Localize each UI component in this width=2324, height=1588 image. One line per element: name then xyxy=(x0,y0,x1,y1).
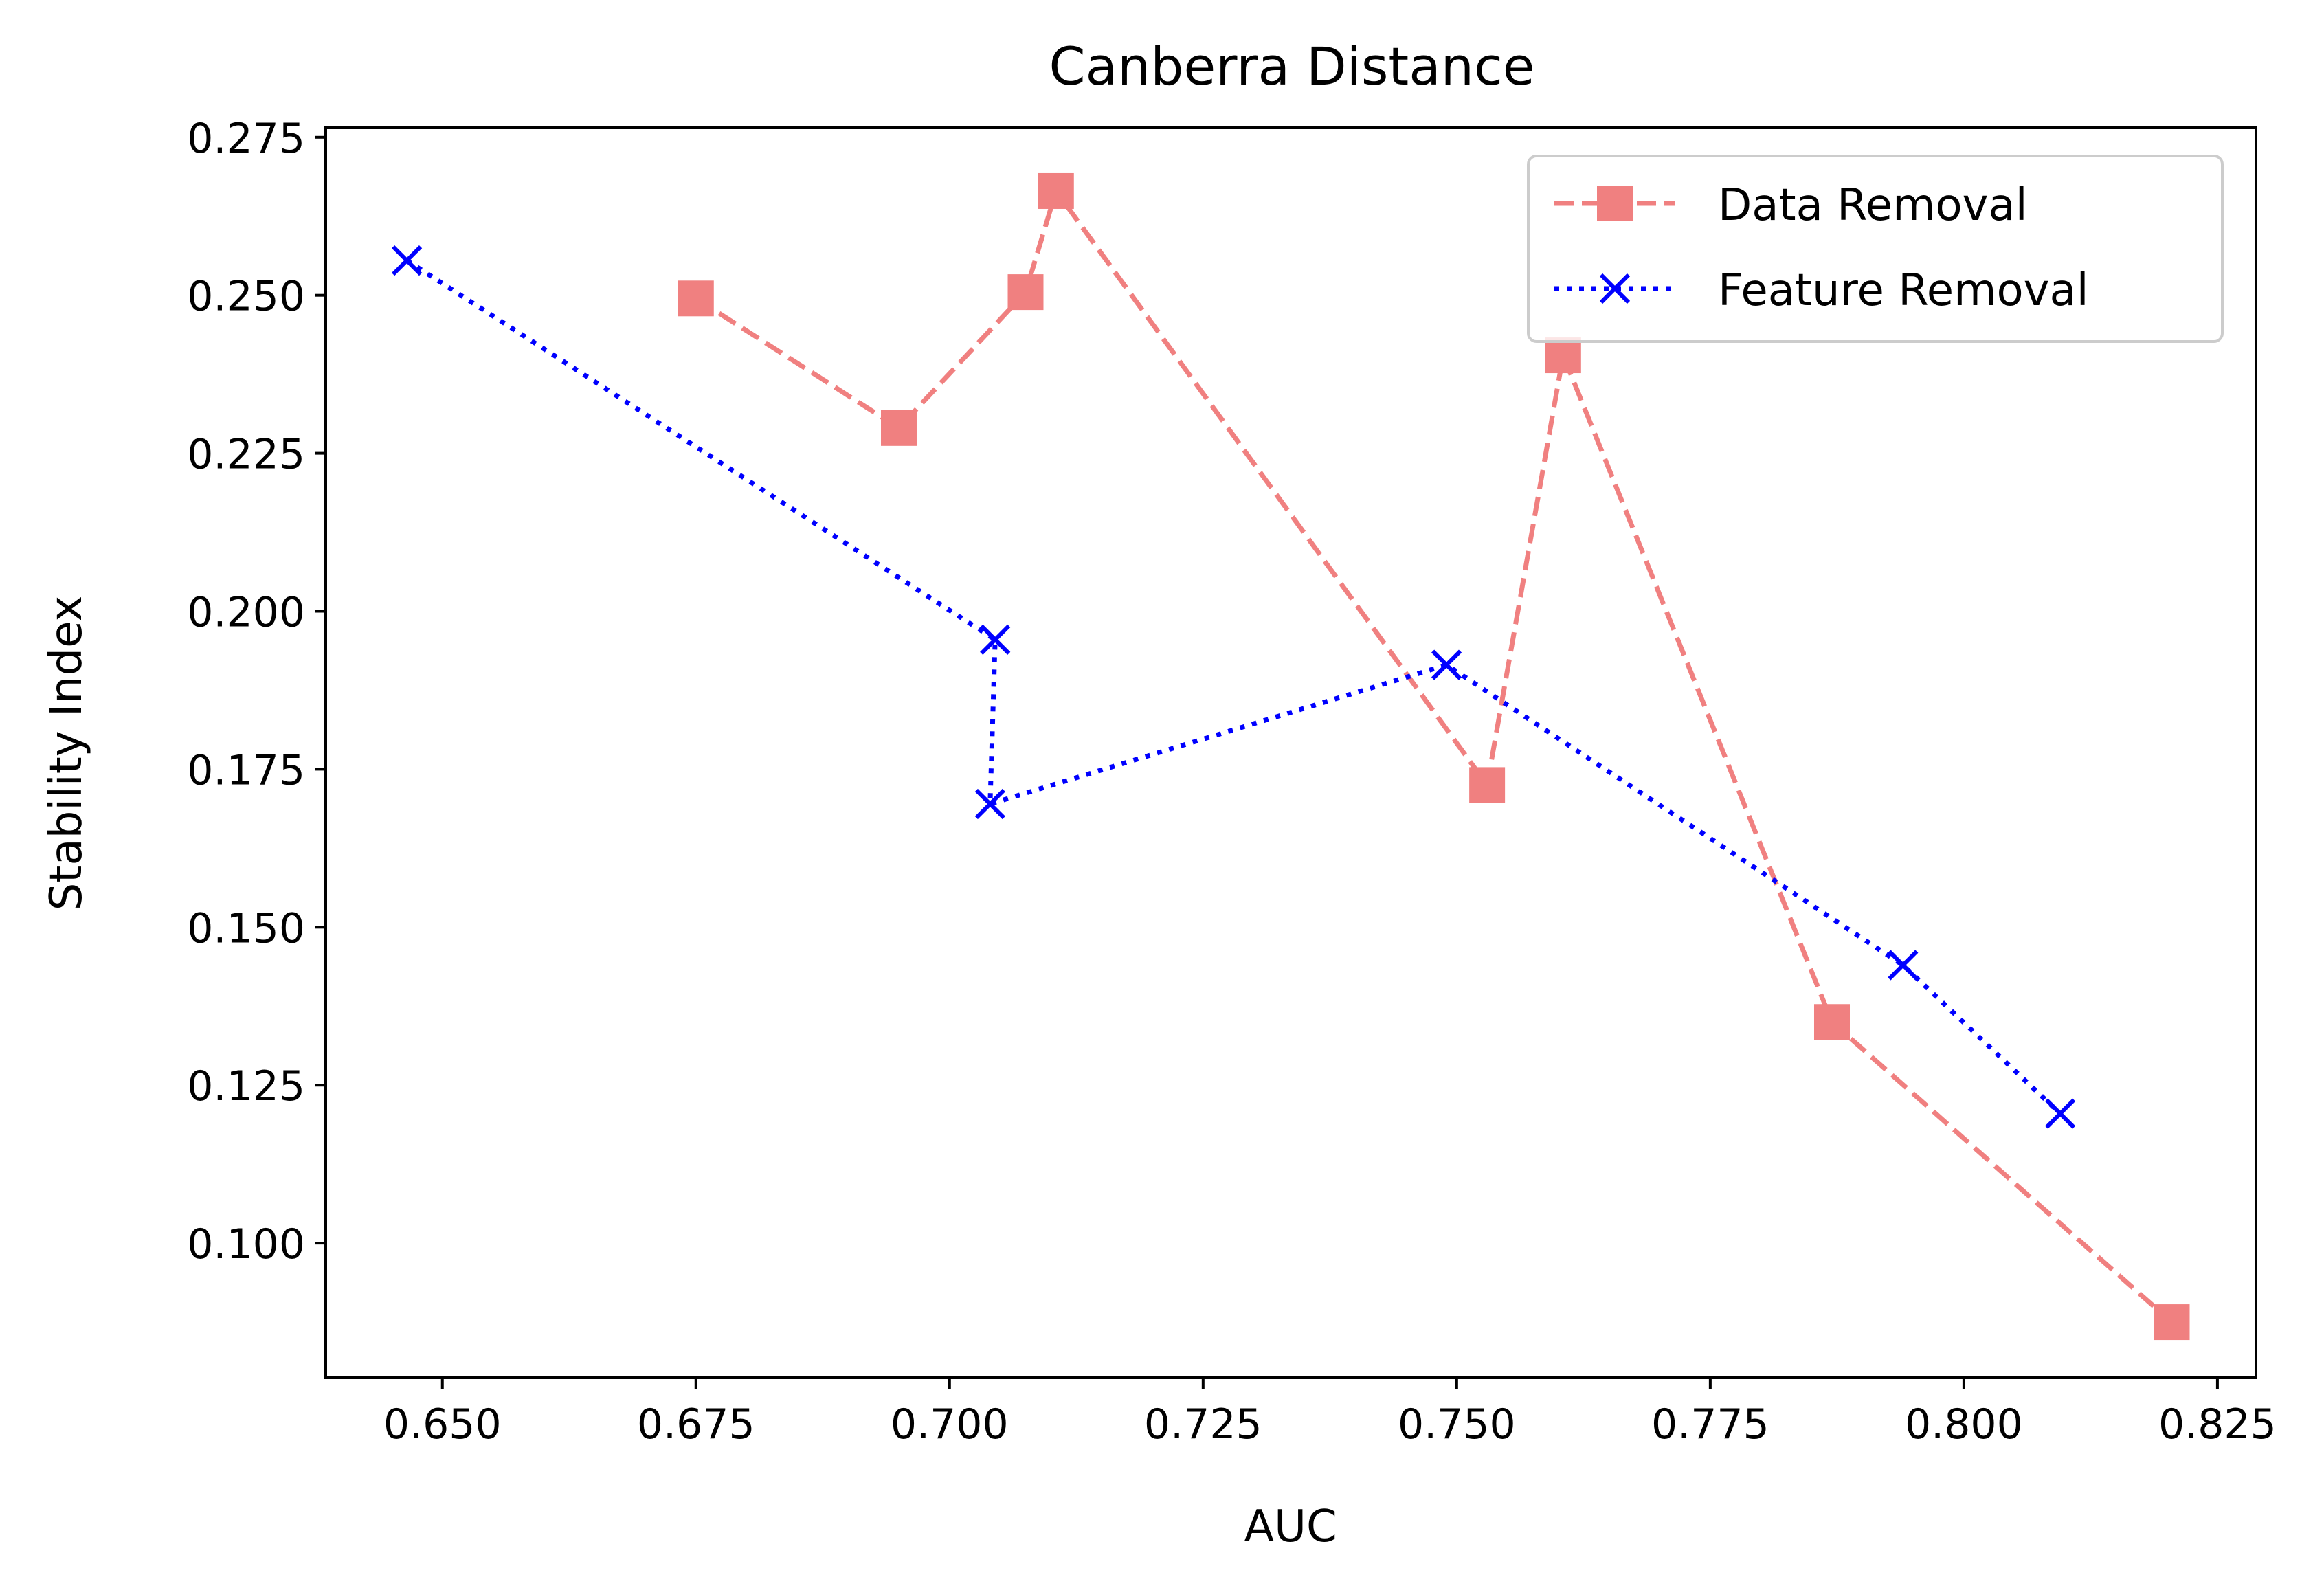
data-point-data-removal xyxy=(1038,172,1074,209)
legend-entry-feature-removal: Feature Removal xyxy=(1554,265,2089,316)
x-axis-label: AUC xyxy=(1244,1501,1337,1552)
x-tick-label: 0.800 xyxy=(1905,1400,2023,1449)
legend-marker-data-removal xyxy=(1597,186,1633,221)
data-point-data-removal xyxy=(1007,274,1044,311)
legend-label-data-removal: Data Removal xyxy=(1718,180,2028,231)
y-tick-label: 0.275 xyxy=(187,115,305,163)
data-point-feature-removal xyxy=(1888,950,1919,981)
data-point-data-removal xyxy=(880,410,917,446)
data-point-feature-removal xyxy=(980,624,1011,656)
legend-box xyxy=(1527,155,2224,343)
x-tick-label: 0.725 xyxy=(1144,1400,1262,1449)
x-tick-label: 0.825 xyxy=(2158,1400,2277,1449)
data-point-feature-removal xyxy=(1431,649,1462,680)
data-point-data-removal xyxy=(1545,337,1581,374)
y-tick-label: 0.225 xyxy=(187,431,305,479)
legend-marker-feature-removal xyxy=(1599,273,1631,304)
data-point-feature-removal xyxy=(974,788,1005,820)
y-tick-label: 0.250 xyxy=(187,273,305,321)
legend-label-feature-removal: Feature Removal xyxy=(1718,265,2089,316)
series-layer xyxy=(391,172,2190,1341)
plot-area: 0.650 0.675 0.700 0.725 0.750 0.775 0.800 0.825… xyxy=(187,115,2277,1449)
x-tick-label: 0.775 xyxy=(1651,1400,1769,1449)
x-tick-label: 0.750 xyxy=(1398,1400,1516,1449)
chart-title: Canberra Distance xyxy=(1049,36,1534,97)
data-point-data-removal xyxy=(1469,767,1506,803)
series-line-feature-removal xyxy=(405,258,2062,1116)
data-point-data-removal xyxy=(678,280,714,317)
series-data-removal xyxy=(678,172,2190,1341)
y-axis-label: Stability Index xyxy=(41,596,92,910)
x-tick-label: 0.675 xyxy=(637,1400,755,1449)
data-point-data-removal xyxy=(1813,1004,1850,1040)
series-feature-removal xyxy=(391,245,2076,1129)
x-tick-label: 0.650 xyxy=(383,1400,502,1449)
y-tick-label: 0.200 xyxy=(187,589,305,637)
data-point-feature-removal xyxy=(391,245,423,276)
data-point-data-removal xyxy=(2154,1304,2190,1341)
y-tick-label: 0.150 xyxy=(187,904,305,952)
x-axis: 0.650 0.675 0.700 0.725 0.750 0.775 0.800 0.825 xyxy=(383,1378,2277,1449)
x-tick-label: 0.700 xyxy=(891,1400,1009,1449)
y-axis: 0.100 0.125 0.150 0.175 0.200 0.225 0.250 0.275 xyxy=(187,115,326,1268)
y-tick-label: 0.175 xyxy=(187,746,305,794)
legend: Data Removal Feature Removal xyxy=(1527,155,2224,343)
legend-entry-data-removal: Data Removal xyxy=(1554,180,2028,231)
y-tick-label: 0.125 xyxy=(187,1062,305,1110)
data-point-feature-removal xyxy=(2044,1098,2076,1129)
plot-frame xyxy=(324,126,2257,1379)
y-tick-label: 0.100 xyxy=(187,1220,305,1268)
